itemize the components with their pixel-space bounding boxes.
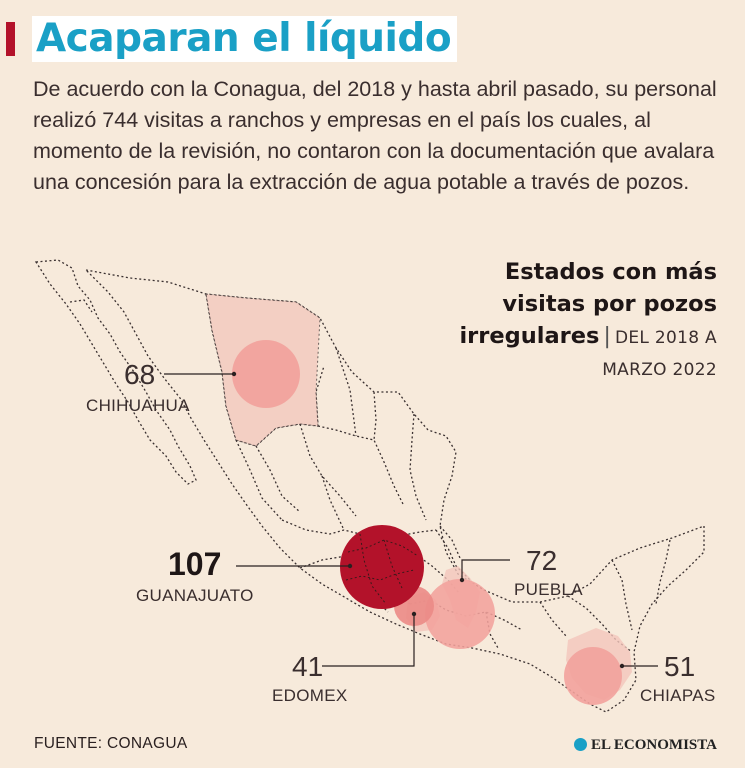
edomex-leader — [322, 614, 415, 667]
brand-logo: EL ECONOMISTA — [574, 735, 717, 755]
map-title-separator: | — [603, 323, 611, 349]
brand-name: EL ECONOMISTA — [591, 737, 717, 753]
guanajuato-value: 107 — [168, 546, 222, 582]
chiapas-value: 51 — [664, 651, 696, 682]
map-title-period-2: MARZO 2022 — [602, 360, 717, 380]
baja-california-outline — [34, 259, 197, 485]
source-note: FUENTE: CONAGUA — [34, 735, 188, 752]
chihuahua-circle — [232, 340, 300, 408]
puebla-value: 72 — [526, 545, 558, 576]
guanajuato-label: GUANAJUATO — [136, 586, 254, 605]
map-title-line-1: Estados con más — [504, 259, 717, 285]
guanajuato-circle — [340, 525, 424, 609]
brand-globe-icon — [574, 738, 587, 751]
chiapas-label: CHIAPAS — [640, 686, 716, 705]
edomex-value: 41 — [292, 651, 324, 682]
intro-paragraph: De acuerdo con la Conagua, del 2018 y ha… — [33, 77, 717, 194]
puebla-circle — [425, 579, 495, 649]
chihuahua-value: 68 — [124, 359, 156, 390]
chihuahua-label: CHIHUAHUA — [86, 396, 190, 415]
page-title: Acaparan el líquido — [32, 16, 458, 62]
title-bar: Acaparan el líquido — [0, 14, 745, 64]
puebla-leader — [461, 559, 510, 580]
edomex-label: EDOMEX — [272, 686, 348, 705]
map-title-period-1: DEL 2018 A — [614, 328, 717, 348]
chiapas-circle — [564, 647, 622, 705]
map-title: Estados con más visitas por pozos irregu… — [377, 256, 717, 386]
puebla-label: PUEBLA — [514, 580, 583, 599]
map-title-line-3: irregulares — [459, 323, 600, 349]
mainland-outline — [84, 268, 705, 713]
title-accent-bar — [6, 22, 15, 56]
map-title-line-2: visitas por pozos — [502, 291, 717, 317]
